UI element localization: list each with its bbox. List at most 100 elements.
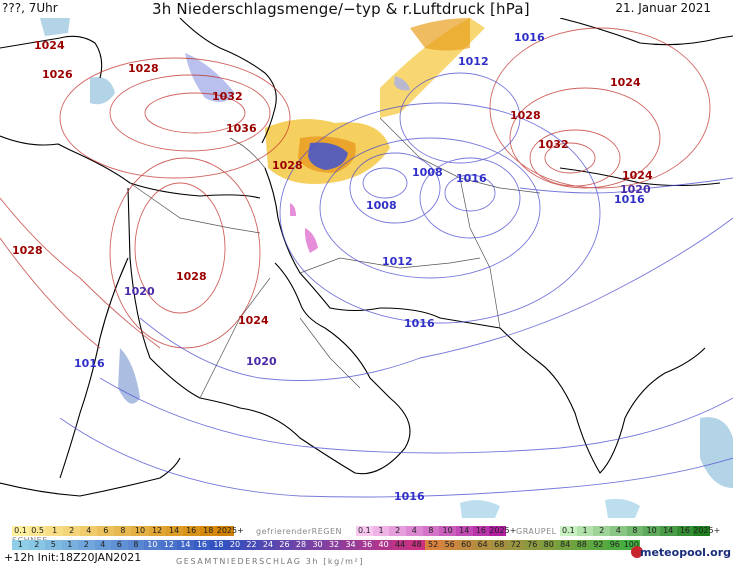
legend-cell: 0.1 bbox=[560, 526, 577, 536]
pressure-label: 1028 bbox=[510, 109, 541, 122]
legend-graupel-name: GRAUPEL bbox=[516, 527, 557, 536]
legend-cell: 16 bbox=[676, 526, 694, 536]
legend-cell: 0.1 bbox=[12, 526, 30, 536]
legend-cell: 56 bbox=[441, 540, 458, 550]
legend-cell: 16 bbox=[182, 526, 200, 536]
legend-cell: 80 bbox=[540, 540, 558, 550]
init-time-label: +12h Init:18Z20JAN2021 bbox=[4, 551, 142, 564]
legend-cell: 72 bbox=[507, 540, 524, 550]
legend-graupel-scale: 0.1 1 2 4 8 10 14 16 2025+ bbox=[560, 526, 721, 536]
pressure-label: 1032 bbox=[212, 90, 243, 103]
legend-cell: 34 bbox=[342, 540, 359, 550]
legend-cell: 30 bbox=[309, 540, 326, 550]
legend-cell: 2025+ bbox=[693, 526, 721, 536]
isobars-high bbox=[0, 27, 711, 349]
pressure-labels: 1024 1026 1028 1032 1036 1028 1016 1012 … bbox=[12, 31, 653, 503]
legend-cell: 0.1 bbox=[356, 526, 373, 536]
legend-cell: 10 bbox=[643, 526, 660, 536]
pressure-label: 1016 bbox=[74, 357, 105, 370]
legend-cell: 32 bbox=[325, 540, 343, 550]
legend-cell: 6 bbox=[111, 540, 128, 550]
legend-cell: 6 bbox=[97, 526, 115, 536]
legend-cell: 28 bbox=[292, 540, 310, 550]
map-header: ???, 7Uhr 3h Niederschlagsmenge/−typ & r… bbox=[0, 0, 733, 20]
pressure-label: 1016 bbox=[514, 31, 545, 44]
legend-cell: 2025+ bbox=[489, 526, 517, 536]
pressure-label: 1028 bbox=[12, 244, 43, 257]
legend-cell: 14 bbox=[177, 540, 194, 550]
legend-cell: 2025+ bbox=[216, 526, 244, 536]
legend-cell: 12 bbox=[148, 526, 166, 536]
legend-cell: 76 bbox=[523, 540, 541, 550]
pressure-label: 1024 bbox=[610, 76, 641, 89]
pressure-label: 1026 bbox=[42, 68, 73, 81]
legend-cell: 2 bbox=[389, 526, 406, 536]
legend-cell: 88 bbox=[573, 540, 591, 550]
meteopool-logo-icon bbox=[631, 546, 643, 558]
legend-cell: 36 bbox=[358, 540, 376, 550]
legend-cell: 1 bbox=[576, 526, 594, 536]
legend-cell: 40 bbox=[375, 540, 392, 550]
pressure-label: 1028 bbox=[176, 270, 207, 283]
legend-cell: 8 bbox=[422, 526, 440, 536]
legend-cell: 4 bbox=[94, 540, 112, 550]
legend-cell: 64 bbox=[474, 540, 491, 550]
legend-cell: 20 bbox=[226, 540, 244, 550]
pressure-label: 1024 bbox=[34, 39, 65, 52]
legend-cell: 4 bbox=[80, 526, 98, 536]
weather-map: 1024 1026 1028 1032 1036 1028 1016 1012 … bbox=[0, 18, 733, 523]
legend-cell: 1 bbox=[61, 540, 79, 550]
legend-cell: 16 bbox=[193, 540, 211, 550]
legend-cell: 4 bbox=[609, 526, 627, 536]
legend-cell: 14 bbox=[165, 526, 183, 536]
legend-cell: 24 bbox=[259, 540, 277, 550]
pressure-label: 1020 bbox=[620, 183, 651, 196]
legend-cell: 2 bbox=[28, 540, 46, 550]
legend-cell: 92 bbox=[590, 540, 607, 550]
legend-cell: 10 bbox=[439, 526, 456, 536]
valid-time-label: ???, 7Uhr bbox=[2, 1, 58, 15]
legend-cell: 68 bbox=[490, 540, 508, 550]
legend-cell: 12 bbox=[160, 540, 178, 550]
pressure-label: 1016 bbox=[456, 172, 487, 185]
legend-cell: 5 bbox=[45, 540, 62, 550]
legend-total-scale: 1 2 5 1 2 4 6 8 10 12 14 16 18 20 22 24 26 28 30 32 34 36 40 44… bbox=[12, 540, 640, 550]
legend-cell: 14 bbox=[659, 526, 677, 536]
pressure-label: 1024 bbox=[622, 169, 653, 182]
legend-cell: 8 bbox=[626, 526, 644, 536]
legend-cell: 22 bbox=[243, 540, 260, 550]
pressure-label: 1016 bbox=[614, 193, 645, 206]
pressure-label: 1020 bbox=[124, 285, 155, 298]
legend-cell: 48 bbox=[408, 540, 425, 550]
legend-cell: 26 bbox=[276, 540, 293, 550]
legend-cell: 1 bbox=[46, 526, 64, 536]
legend-cell: 2 bbox=[78, 540, 95, 550]
legend-cell: 44 bbox=[391, 540, 409, 550]
pressure-label: 1036 bbox=[226, 122, 257, 135]
pressure-label: 1028 bbox=[272, 159, 303, 172]
legend-cell: 16 bbox=[472, 526, 490, 536]
legend-cell: 52 bbox=[424, 540, 442, 550]
legend-cell: 14 bbox=[455, 526, 473, 536]
map-date: 21. Januar 2021 bbox=[615, 1, 711, 15]
total-precip-label: GESAMTNIEDERSCHLAG 3h [kg/m²] bbox=[176, 557, 365, 566]
legend-cell: 84 bbox=[557, 540, 574, 550]
legend-cell: 0.5 bbox=[29, 526, 47, 536]
pressure-label: 1028 bbox=[128, 62, 159, 75]
pressure-label: 1012 bbox=[382, 255, 413, 268]
legend-cell: 18 bbox=[199, 526, 217, 536]
pressure-label: 1020 bbox=[246, 355, 277, 368]
pressure-label: 1024 bbox=[238, 314, 269, 327]
map-title: 3h Niederschlagsmenge/−typ & r.Luftdruck… bbox=[152, 0, 530, 18]
legend-freezing-rain-name: gefrierenderREGEN bbox=[256, 527, 342, 536]
pressure-label: 1008 bbox=[366, 199, 397, 212]
legend-cell: 4 bbox=[405, 526, 423, 536]
legend-freezing-rain-scale: 0.1 1 2 4 8 10 14 16 2025+ bbox=[356, 526, 517, 536]
legend-cell: 2 bbox=[63, 526, 81, 536]
legend-snow-scale: 0.1 0.5 1 2 4 6 8 10 12 14 16 18 2025+ bbox=[12, 526, 244, 536]
pressure-label: 1016 bbox=[404, 317, 435, 330]
legend-cell: 10 bbox=[131, 526, 149, 536]
legend-cell: 8 bbox=[127, 540, 145, 550]
legend-cell: 2 bbox=[593, 526, 610, 536]
legend-cell: 1 bbox=[12, 540, 29, 550]
